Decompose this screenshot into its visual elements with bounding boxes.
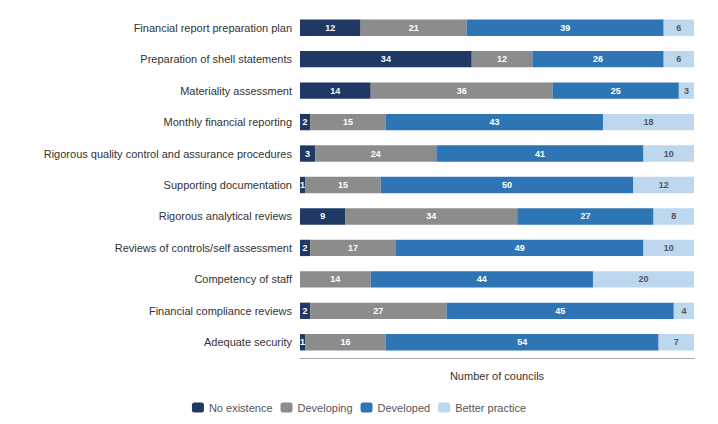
svg-text:7: 7: [674, 337, 679, 347]
svg-text:9: 9: [320, 211, 325, 221]
svg-text:Adequate security: Adequate security: [204, 336, 293, 348]
svg-text:6: 6: [676, 54, 681, 64]
svg-text:Monthly financial reporting: Monthly financial reporting: [164, 116, 292, 128]
svg-text:Financial compliance reviews: Financial compliance reviews: [149, 305, 293, 317]
svg-text:Supporting documentation: Supporting documentation: [164, 179, 292, 191]
svg-text:34: 34: [381, 54, 391, 64]
svg-text:Rigorous analytical reviews: Rigorous analytical reviews: [159, 210, 293, 222]
svg-text:10: 10: [664, 149, 674, 159]
svg-text:Reviews of controls/self asses: Reviews of controls/self assessment: [115, 242, 292, 254]
svg-text:Rigorous quality control and a: Rigorous quality control and assurance p…: [44, 148, 293, 160]
svg-text:2: 2: [303, 306, 308, 316]
svg-text:1: 1: [300, 180, 305, 190]
svg-text:2: 2: [303, 117, 308, 127]
svg-text:54: 54: [517, 337, 527, 347]
svg-text:10: 10: [664, 243, 674, 253]
svg-text:20: 20: [638, 274, 648, 284]
svg-text:43: 43: [489, 117, 499, 127]
svg-text:3: 3: [305, 149, 310, 159]
svg-text:26: 26: [593, 54, 603, 64]
svg-text:6: 6: [676, 23, 681, 33]
svg-text:14: 14: [330, 274, 340, 284]
svg-text:12: 12: [659, 180, 669, 190]
svg-text:8: 8: [671, 211, 676, 221]
svg-text:14: 14: [330, 86, 340, 96]
svg-text:50: 50: [502, 180, 512, 190]
svg-text:Financial report preparation p: Financial report preparation plan: [134, 22, 292, 34]
svg-text:18: 18: [644, 117, 654, 127]
svg-text:27: 27: [580, 211, 590, 221]
svg-text:21: 21: [409, 23, 419, 33]
svg-text:Better practice: Better practice: [455, 402, 526, 414]
svg-text:44: 44: [477, 274, 487, 284]
svg-text:No existence: No existence: [209, 402, 273, 414]
svg-text:Materiality assessment: Materiality assessment: [180, 85, 292, 97]
svg-text:24: 24: [371, 149, 381, 159]
svg-text:36: 36: [457, 86, 467, 96]
svg-text:4: 4: [681, 306, 686, 316]
svg-text:41: 41: [535, 149, 545, 159]
svg-text:16: 16: [340, 337, 350, 347]
svg-text:45: 45: [555, 306, 565, 316]
svg-text:Developed: Developed: [378, 402, 431, 414]
svg-text:Number of councils: Number of councils: [450, 370, 545, 382]
svg-text:39: 39: [560, 23, 570, 33]
svg-text:12: 12: [497, 54, 507, 64]
svg-text:25: 25: [611, 86, 621, 96]
svg-text:49: 49: [515, 243, 525, 253]
svg-text:Preparation of shell statement: Preparation of shell statements: [140, 53, 292, 65]
svg-text:17: 17: [348, 243, 358, 253]
svg-text:3: 3: [684, 86, 689, 96]
svg-text:Competency of staff: Competency of staff: [194, 273, 293, 285]
svg-text:12: 12: [325, 23, 335, 33]
svg-text:15: 15: [338, 180, 348, 190]
svg-text:1: 1: [300, 337, 305, 347]
svg-text:34: 34: [426, 211, 436, 221]
svg-text:27: 27: [373, 306, 383, 316]
svg-text:2: 2: [303, 243, 308, 253]
svg-text:15: 15: [343, 117, 353, 127]
svg-text:Developing: Developing: [298, 402, 353, 414]
